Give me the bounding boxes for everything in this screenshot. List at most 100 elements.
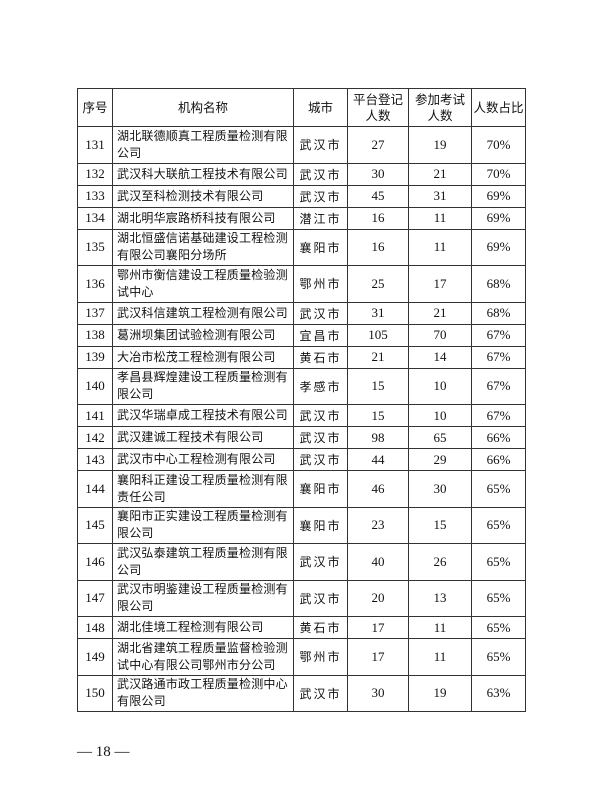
cell-examined: 21 (408, 162, 472, 186)
cell-city: 武汉市 (293, 579, 348, 617)
header-name: 机构名称 (112, 88, 294, 127)
cell-registered: 15 (347, 367, 409, 405)
table-row: 145 襄阳市正实建设工程质量检测有限公司 襄阳市 23 15 65% (77, 506, 526, 544)
header-text: 序号 (82, 99, 108, 115)
table-row: 143 武汉市中心工程检测有限公司 武汉市 44 29 66% (77, 448, 526, 471)
cell-city: 鄂州市 (293, 265, 348, 303)
cell-no: 139 (77, 345, 113, 369)
table-row: 138 葛洲坝集团试验检测有限公司 宜昌市 105 70 67% (77, 323, 526, 347)
header-text: 城市 (307, 99, 333, 115)
cell-name: 大冶市松茂工程检测有限公司 (112, 345, 294, 369)
cell-ratio: 67% (471, 323, 526, 347)
cell-examined: 21 (408, 301, 472, 325)
header-text: 平台登记 (352, 91, 403, 107)
cell-no: 136 (77, 265, 113, 303)
cell-name: 武汉建诚工程技术有限公司 (112, 426, 294, 449)
cell-examined: 11 (408, 638, 472, 676)
cell-city: 襄阳市 (293, 470, 348, 508)
cell-city: 武汉市 (293, 126, 348, 164)
cell-ratio: 67% (471, 367, 526, 405)
cell-ratio: 68% (471, 265, 526, 303)
cell-city: 武汉市 (293, 543, 348, 581)
cell-no: 145 (77, 506, 113, 544)
cell-registered: 46 (347, 470, 409, 508)
cell-name: 武汉科信建筑工程检测有限公司 (112, 301, 294, 325)
cell-ratio: 65% (471, 506, 526, 544)
cell-ratio: 67% (471, 345, 526, 369)
cell-name: 鄂州市衡信建设工程质量检验测试中心 (112, 265, 294, 303)
table-row: 148 湖北佳境工程检测有限公司 黄石市 17 11 65% (77, 616, 526, 639)
cell-city: 襄阳市 (293, 506, 348, 544)
cell-examined: 19 (408, 674, 472, 712)
cell-no: 137 (77, 301, 113, 325)
cell-registered: 16 (347, 206, 409, 230)
cell-no: 131 (77, 126, 113, 164)
table-row: 136 鄂州市衡信建设工程质量检验测试中心 鄂州市 25 17 68% (77, 265, 526, 303)
table-row: 135 湖北恒盛信诺基础建设工程检测有限公司襄阳分场所 襄阳市 16 11 69% (77, 228, 526, 266)
cell-examined: 30 (408, 470, 472, 508)
cell-city: 潜江市 (293, 206, 348, 230)
cell-ratio: 65% (471, 543, 526, 581)
cell-no: 140 (77, 367, 113, 405)
cell-no: 141 (77, 404, 113, 427)
cell-no: 132 (77, 162, 113, 186)
table-row: 142 武汉建诚工程技术有限公司 武汉市 98 65 66% (77, 426, 526, 449)
cell-no: 144 (77, 470, 113, 508)
cell-city: 襄阳市 (293, 228, 348, 266)
cell-registered: 21 (347, 345, 409, 369)
cell-no: 147 (77, 579, 113, 617)
cell-no: 150 (77, 674, 113, 712)
cell-registered: 44 (347, 448, 409, 471)
header-no: 序号 (77, 88, 113, 127)
table-row: 139 大冶市松茂工程检测有限公司 黄石市 21 14 67% (77, 345, 526, 369)
cell-examined: 26 (408, 543, 472, 581)
header-ratio: 人数占比 (471, 88, 526, 127)
cell-ratio: 66% (471, 448, 526, 471)
cell-city: 武汉市 (293, 301, 348, 325)
cell-city: 黄石市 (293, 616, 348, 639)
table-row: 144 襄阳科正建设工程质量检测有限责任公司 襄阳市 46 30 65% (77, 470, 526, 508)
cell-registered: 23 (347, 506, 409, 544)
cell-ratio: 63% (471, 674, 526, 712)
cell-name: 武汉弘泰建筑工程质量检测有限公司 (112, 543, 294, 581)
cell-no: 134 (77, 206, 113, 230)
cell-ratio: 69% (471, 206, 526, 230)
cell-city: 鄂州市 (293, 638, 348, 676)
table-body: 131 湖北联德顺真工程质量检测有限公司 武汉市 27 19 70% 132 武汉科大联航工程… (77, 126, 526, 712)
cell-city: 黄石市 (293, 345, 348, 369)
cell-no: 133 (77, 184, 113, 208)
cell-name: 湖北省建筑工程质量监督检验测试中心有限公司鄂州市分公司 (112, 638, 294, 676)
cell-city: 武汉市 (293, 674, 348, 712)
table-header-row: 序号 机构名称 城市 平台登记 人数 参加考试 人数 人数占比 (77, 88, 526, 127)
cell-registered: 30 (347, 674, 409, 712)
header-registered: 平台登记 人数 (347, 88, 409, 127)
cell-ratio: 65% (471, 579, 526, 617)
cell-examined: 65 (408, 426, 472, 449)
cell-name: 武汉科大联航工程技术有限公司 (112, 162, 294, 186)
cell-registered: 27 (347, 126, 409, 164)
cell-ratio: 67% (471, 404, 526, 427)
cell-examined: 10 (408, 404, 472, 427)
cell-name: 湖北恒盛信诺基础建设工程检测有限公司襄阳分场所 (112, 228, 294, 266)
cell-no: 143 (77, 448, 113, 471)
page-number: — 18 — (77, 744, 130, 760)
cell-name: 武汉市明鉴建设工程质量检测有限公司 (112, 579, 294, 617)
table-row: 133 武汉至科检测技术有限公司 武汉市 45 31 69% (77, 184, 526, 208)
cell-name: 孝昌县辉煌建设工程质量检测有限公司 (112, 367, 294, 405)
cell-registered: 17 (347, 638, 409, 676)
cell-no: 138 (77, 323, 113, 347)
cell-name: 湖北联德顺真工程质量检测有限公司 (112, 126, 294, 164)
page-content: 序号 机构名称 城市 平台登记 人数 参加考试 人数 人数占比 131 湖北联德顺真工程质量检测… (77, 88, 526, 762)
cell-examined: 29 (408, 448, 472, 471)
cell-name: 葛洲坝集团试验检测有限公司 (112, 323, 294, 347)
cell-registered: 15 (347, 404, 409, 427)
header-text: 人数占比 (473, 99, 524, 115)
cell-city: 武汉市 (293, 448, 348, 471)
cell-registered: 40 (347, 543, 409, 581)
cell-ratio: 65% (471, 638, 526, 676)
cell-registered: 31 (347, 301, 409, 325)
cell-city: 孝感市 (293, 367, 348, 405)
cell-ratio: 65% (471, 470, 526, 508)
cell-name: 武汉至科检测技术有限公司 (112, 184, 294, 208)
cell-examined: 11 (408, 206, 472, 230)
